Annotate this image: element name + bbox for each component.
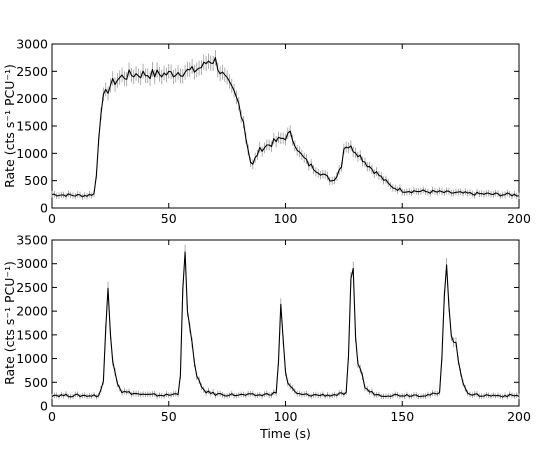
x-tick-label: 0 (48, 211, 56, 226)
series-line (51, 57, 520, 198)
x-tick-label: 150 (390, 409, 414, 424)
x-tick-label: 200 (507, 211, 531, 226)
y-tick-label: 1500 (16, 119, 48, 134)
y-tick-label: 1000 (16, 351, 48, 366)
plot-frame (51, 239, 520, 407)
error-bars (51, 49, 520, 200)
x-tick-label: 50 (161, 409, 177, 424)
error-bars (51, 244, 520, 400)
y-axis-label: Rate (cts s⁻¹ PCU⁻¹) (2, 64, 17, 188)
x-tick-label: 0 (48, 409, 56, 424)
y-tick-label: 2500 (16, 280, 48, 295)
y-tick-label: 3000 (16, 256, 48, 271)
y-axis-label: Rate (cts s⁻¹ PCU⁻¹) (2, 261, 17, 385)
y-tick-label: 2000 (16, 91, 48, 106)
y-tick-label: 500 (24, 173, 48, 188)
y-tick-label: 2000 (16, 304, 48, 319)
y-tick-label: 3000 (16, 37, 48, 52)
series-line (51, 251, 520, 398)
y-tick-label: 1500 (16, 327, 48, 342)
x-axis-label: Time (s) (259, 426, 311, 441)
y-tick-label: 0 (40, 399, 48, 414)
x-tick-label: 150 (390, 211, 414, 226)
y-tick-label: 3500 (16, 233, 48, 248)
y-tick-label: 500 (24, 375, 48, 390)
x-tick-label: 100 (274, 211, 298, 226)
x-tick-label: 50 (161, 211, 177, 226)
y-tick-label: 0 (40, 201, 48, 216)
y-tick-label: 2500 (16, 64, 48, 79)
x-tick-label: 200 (507, 409, 531, 424)
x-tick-label: 100 (274, 409, 298, 424)
y-tick-label: 1000 (16, 146, 48, 161)
top-panel: 0 50 100 150 200050010001500200025003000Rate… (2, 37, 531, 227)
bottom-panel: 0 50 100 150 2000500100015002000250030003500… (2, 233, 531, 442)
